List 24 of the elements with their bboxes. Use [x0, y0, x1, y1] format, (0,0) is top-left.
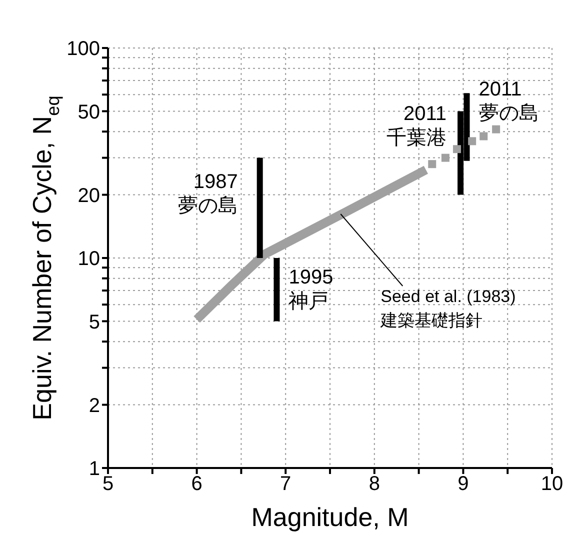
point [441, 154, 450, 162]
annotation: 2011 夢の島 [478, 78, 539, 125]
point [468, 137, 476, 146]
point [492, 125, 500, 134]
annotation: Seed et al. (1983) 建築基礎指針 [380, 287, 516, 330]
point [452, 145, 461, 154]
y-tick-label: 10 [78, 248, 100, 270]
annotation: 1995 神戸 [288, 266, 334, 313]
x-tick-label: 9 [458, 473, 469, 496]
y-tick-label: 2 [88, 394, 100, 417]
x-tick-label: 6 [191, 473, 202, 496]
annotation: 2011 千葉港 [386, 103, 447, 150]
y-tick-label: 5 [88, 311, 100, 334]
annotation: 1987 夢の島 [178, 171, 238, 218]
point [428, 160, 436, 168]
x-tick-label: 8 [368, 473, 380, 496]
x-tick-label: 10 [540, 473, 564, 496]
y-tick-label: 100 [66, 38, 100, 60]
y-tick-label: 20 [78, 184, 100, 207]
x-axis-title: Magnitude, M [251, 502, 409, 532]
x-tick-label: 7 [280, 473, 292, 496]
point [480, 132, 488, 140]
y-tick-label: 50 [78, 101, 100, 124]
y-tick-label: 1 [88, 458, 100, 480]
